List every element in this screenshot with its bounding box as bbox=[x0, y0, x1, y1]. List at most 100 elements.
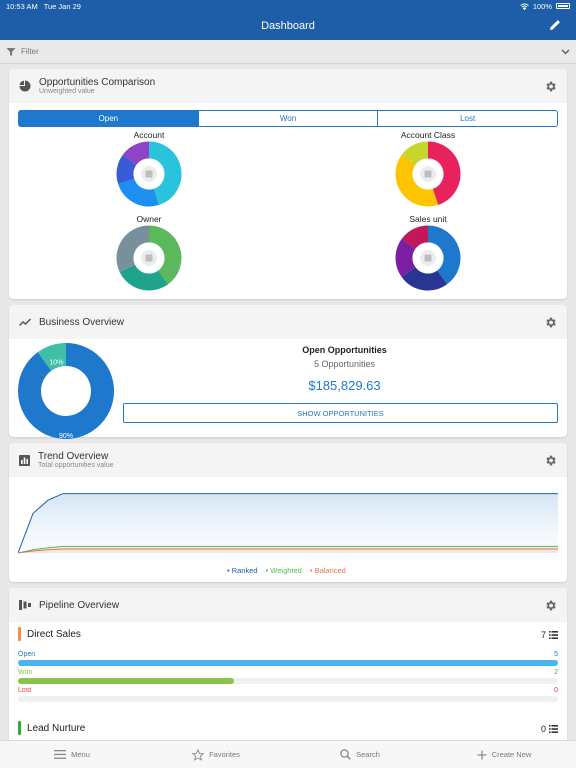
trend-area-ranked bbox=[18, 493, 558, 553]
org-icon bbox=[420, 250, 436, 266]
donut-slice-2[interactable] bbox=[401, 141, 429, 166]
wifi-icon bbox=[520, 2, 529, 10]
donut-slice-1[interactable] bbox=[401, 266, 448, 291]
legend-balanced: • Balanced bbox=[309, 566, 346, 575]
legend-ranked: • Ranked bbox=[227, 566, 258, 575]
opportunities-subtitle: Unweighted value bbox=[39, 88, 95, 95]
donut-label-owner: Owner bbox=[136, 214, 162, 224]
business-slice-1[interactable] bbox=[37, 343, 67, 372]
tab-favorites[interactable]: Favorites bbox=[144, 741, 288, 768]
donut-slice-0[interactable] bbox=[148, 225, 182, 285]
group-name: Direct Sales bbox=[27, 628, 81, 640]
legend-weighted: • Weighted bbox=[265, 566, 302, 575]
battery-percent: 100% bbox=[532, 1, 552, 11]
donut-slice-3[interactable] bbox=[401, 225, 429, 250]
business-card: Business Overview 90% 10% Open Opportunit… bbox=[9, 305, 567, 439]
account-class-icon bbox=[420, 166, 436, 182]
trend-line-ranked[interactable] bbox=[18, 493, 558, 554]
pipeline-row-open[interactable]: Open 5 bbox=[18, 651, 558, 658]
donut-slice-0[interactable] bbox=[148, 141, 182, 205]
trend-header: Trend Overview Total opportunities value bbox=[9, 443, 567, 477]
donut-slice-3[interactable] bbox=[122, 141, 150, 166]
pipeline-row-lost[interactable]: Lost 0 bbox=[18, 687, 558, 694]
tab-menu[interactable]: Menu bbox=[0, 741, 144, 768]
tab-lost[interactable]: Lost bbox=[377, 111, 557, 126]
filter-bar[interactable]: Filter bbox=[0, 40, 576, 64]
group-count[interactable]: 7 bbox=[541, 630, 558, 640]
trend-line-icon bbox=[19, 318, 31, 326]
pipeline-header: Pipeline Overview bbox=[9, 588, 567, 622]
list-icon bbox=[549, 725, 558, 733]
donut-sales-unit[interactable] bbox=[395, 225, 461, 291]
pipeline-card: Pipeline Overview Direct Sales 7 Open 5 … bbox=[9, 588, 567, 740]
open-opportunities-heading: Open Opportunities bbox=[302, 345, 387, 355]
status-time: 10:53 AM bbox=[6, 1, 38, 11]
chevron-down-icon[interactable] bbox=[561, 49, 570, 55]
donut-account[interactable] bbox=[116, 141, 182, 207]
pipeline-group-direct-sales[interactable]: Direct Sales bbox=[18, 627, 81, 641]
opportunities-card: Opportunities Comparison Unweighted valu… bbox=[9, 69, 567, 299]
donut-slice-0[interactable] bbox=[427, 225, 461, 285]
opportunities-title: Opportunities Comparison bbox=[39, 77, 156, 88]
trend-line-balanced[interactable] bbox=[18, 548, 558, 554]
gear-icon[interactable] bbox=[544, 80, 557, 93]
list-icon bbox=[549, 631, 558, 639]
menu-icon bbox=[54, 750, 67, 759]
donut-slice-1[interactable] bbox=[119, 264, 169, 291]
donut-slice-1[interactable] bbox=[118, 178, 160, 207]
opportunities-amount: $185,829.63 bbox=[308, 378, 381, 393]
trend-card: Trend Overview Total opportunities value… bbox=[9, 443, 567, 582]
tab-open[interactable]: Open bbox=[19, 111, 198, 126]
trend-chart[interactable] bbox=[18, 479, 558, 559]
pipeline-bar-won bbox=[18, 678, 558, 684]
building-icon bbox=[141, 166, 157, 182]
trend-title: Trend Overview bbox=[38, 451, 109, 462]
row-label: Open bbox=[18, 651, 36, 658]
donut-slice-2[interactable] bbox=[395, 238, 416, 278]
status-bar: 10:53 AM Tue Jan 29 100% bbox=[0, 0, 576, 12]
pipeline-row-won[interactable]: Won 2 bbox=[18, 669, 558, 676]
donut-slice-2[interactable] bbox=[116, 225, 150, 272]
business-header: Business Overview bbox=[9, 305, 567, 339]
tab-won[interactable]: Won bbox=[197, 111, 378, 126]
trend-area-balanced bbox=[18, 549, 558, 553]
pipeline-group-lead-nurture[interactable]: Lead Nurture bbox=[18, 721, 85, 735]
group-color-mark bbox=[18, 627, 21, 641]
filter-icon bbox=[6, 47, 16, 56]
donut-slice-0[interactable] bbox=[427, 141, 461, 205]
person-icon bbox=[141, 250, 157, 266]
gear-icon[interactable] bbox=[544, 454, 557, 467]
plus-icon bbox=[477, 750, 487, 759]
donut-label-sales-unit: Sales unit bbox=[409, 214, 447, 224]
edit-icon[interactable] bbox=[548, 18, 562, 32]
donut-slice-2[interactable] bbox=[116, 154, 137, 185]
donut-account-class[interactable] bbox=[395, 141, 461, 207]
group-count[interactable]: 0 bbox=[541, 724, 558, 734]
business-slice-label-0: 90% bbox=[59, 433, 73, 439]
pipeline-bar-lost bbox=[18, 696, 558, 702]
business-title: Business Overview bbox=[39, 316, 125, 328]
show-opportunities-button[interactable]: SHOW OPPORTUNITIES bbox=[123, 403, 558, 423]
star-icon bbox=[192, 748, 205, 761]
donut-label-account: Account bbox=[133, 130, 165, 140]
business-donut-chart[interactable]: 90% 10% bbox=[18, 343, 114, 439]
business-slice-0[interactable] bbox=[18, 343, 114, 439]
group-name: Lead Nurture bbox=[27, 722, 86, 734]
status-segmented-control: Open Won Lost bbox=[18, 110, 558, 127]
row-value: 0 bbox=[554, 687, 558, 694]
pipeline-title: Pipeline Overview bbox=[39, 599, 120, 611]
gear-icon[interactable] bbox=[544, 599, 557, 612]
group-color-mark bbox=[18, 721, 21, 735]
trend-subtitle: Total opportunities value bbox=[38, 462, 114, 469]
gear-icon[interactable] bbox=[544, 316, 557, 329]
donut-owner[interactable] bbox=[116, 225, 182, 291]
tab-create-new[interactable]: Create New bbox=[432, 741, 576, 768]
donut-slice-1[interactable] bbox=[395, 154, 439, 207]
donut-label-account-class: Account Class bbox=[400, 130, 456, 140]
tab-search[interactable]: Search bbox=[288, 741, 432, 768]
trend-line-weighted[interactable] bbox=[18, 545, 558, 554]
row-value: 2 bbox=[554, 669, 558, 676]
row-value: 5 bbox=[554, 651, 558, 658]
pie-chart-icon bbox=[19, 80, 31, 92]
row-label: Lost bbox=[18, 687, 32, 694]
